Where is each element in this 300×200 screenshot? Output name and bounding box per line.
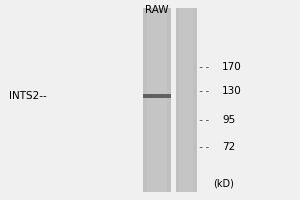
Bar [142,94,171,98]
Bar [147,8,167,192]
Text: 95: 95 [222,115,235,125]
Text: 170: 170 [222,62,242,72]
Text: (kD): (kD) [213,178,234,188]
Text: --: -- [198,62,217,72]
Text: 72: 72 [222,142,235,152]
Bar [178,8,194,192]
Bar [176,8,197,192]
Text: RAW: RAW [145,5,168,15]
Text: --: -- [198,86,217,96]
Bar [142,8,171,192]
Text: 130: 130 [222,86,242,96]
Text: --: -- [198,115,217,125]
Text: --: -- [198,142,217,152]
Text: INTS2--: INTS2-- [9,91,47,101]
